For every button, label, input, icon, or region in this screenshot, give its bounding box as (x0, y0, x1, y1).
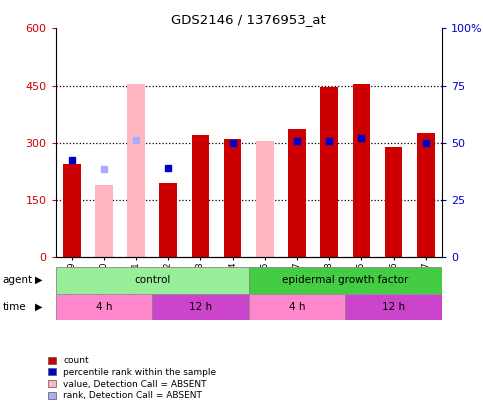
Text: epidermal growth factor: epidermal growth factor (282, 275, 409, 286)
Bar (353, 84, 370, 257)
Bar (159, 183, 177, 257)
Text: time: time (2, 302, 26, 311)
Text: 12 h: 12 h (189, 302, 212, 312)
Text: ▶: ▶ (35, 302, 43, 311)
Bar (320, 87, 338, 257)
Text: 12 h: 12 h (382, 302, 405, 312)
Bar (63, 164, 81, 257)
Legend: count, percentile rank within the sample, value, Detection Call = ABSENT, rank, : count, percentile rank within the sample… (48, 356, 216, 401)
Text: 4 h: 4 h (96, 302, 112, 312)
Bar (127, 84, 145, 257)
Bar (224, 139, 242, 257)
Title: GDS2146 / 1376953_at: GDS2146 / 1376953_at (171, 13, 326, 26)
Bar (152, 294, 249, 320)
Bar (249, 294, 345, 320)
Bar (385, 147, 402, 257)
Bar (256, 141, 274, 257)
Text: agent: agent (2, 275, 32, 285)
Bar (192, 135, 209, 257)
Bar (95, 185, 113, 257)
Bar (345, 294, 442, 320)
Bar (56, 267, 249, 294)
Bar (417, 133, 435, 257)
Bar (56, 294, 152, 320)
Text: ▶: ▶ (35, 275, 43, 285)
Text: 4 h: 4 h (289, 302, 305, 312)
Text: control: control (134, 275, 170, 286)
Bar (249, 267, 442, 294)
Bar (288, 130, 306, 257)
